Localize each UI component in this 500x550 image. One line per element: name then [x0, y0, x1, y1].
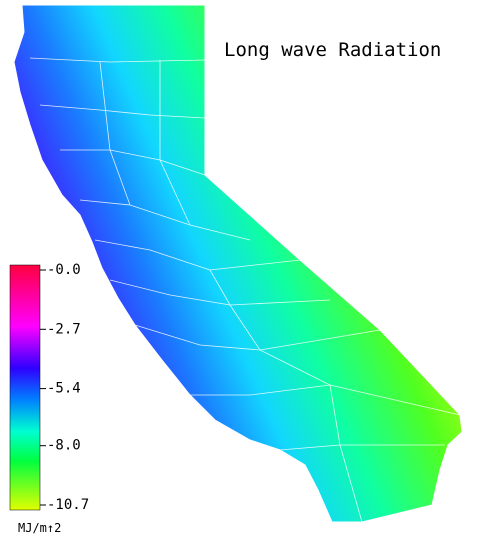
colorbar-tick-label: -8.0 — [47, 438, 81, 454]
map-title: Long wave Radiation — [224, 39, 441, 61]
colorbar-tick-label: -0.0 — [47, 262, 81, 278]
colorbar-tick-label: -2.7 — [47, 321, 81, 337]
colorbar-tick-label: -10.7 — [47, 497, 89, 513]
county-lines — [29, 57, 461, 523]
colorbar — [9, 264, 41, 511]
colorbar-unit: MJ/m↑2 — [18, 521, 61, 535]
state-shape — [13, 4, 463, 523]
colorbar-tick-label: -5.4 — [47, 381, 81, 397]
